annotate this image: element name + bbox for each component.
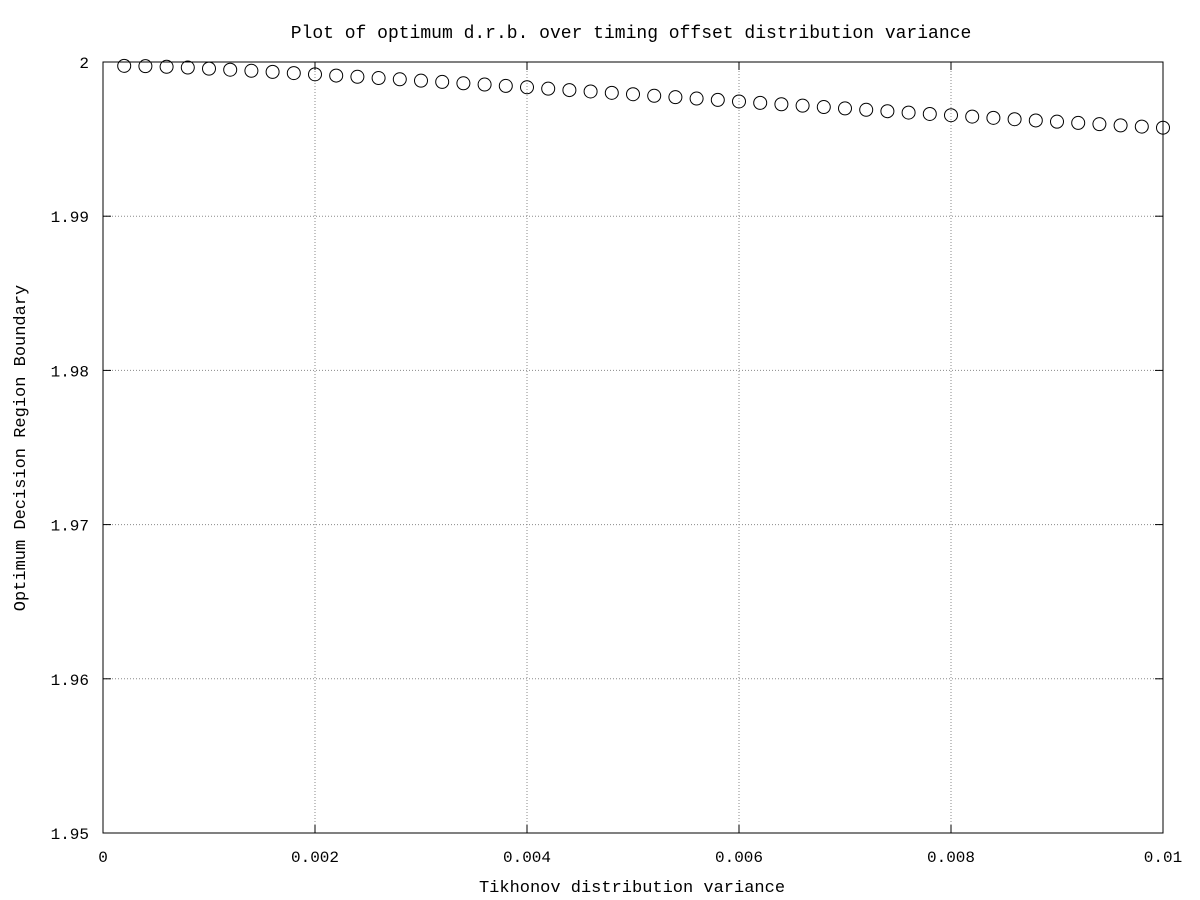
data-point xyxy=(286,66,301,81)
data-point xyxy=(159,59,174,74)
x-tick-label: 0.002 xyxy=(291,849,339,867)
data-point xyxy=(329,68,344,83)
data-point xyxy=(1156,120,1170,135)
data-point xyxy=(477,77,492,92)
data-point xyxy=(541,81,556,96)
data-point xyxy=(859,102,874,117)
x-tick-label: 0 xyxy=(98,849,108,867)
x-tick-label: 0.006 xyxy=(715,849,763,867)
data-point xyxy=(583,84,598,99)
data-point xyxy=(668,90,683,105)
data-points xyxy=(117,58,1170,135)
data-point xyxy=(392,72,407,87)
data-point xyxy=(456,76,471,91)
data-point xyxy=(138,59,153,74)
x-axis-label: Tikhonov distribution variance xyxy=(479,879,785,898)
data-point xyxy=(880,104,895,119)
y-tick-label: 1.99 xyxy=(51,209,89,227)
data-point xyxy=(223,62,238,77)
data-point xyxy=(965,109,980,124)
data-point xyxy=(1092,117,1107,132)
x-tick-label: 0.008 xyxy=(927,849,975,867)
data-point xyxy=(732,94,746,109)
data-point xyxy=(753,95,768,110)
data-point xyxy=(498,78,513,93)
data-point xyxy=(1071,115,1086,130)
data-point xyxy=(647,88,662,103)
data-point xyxy=(371,71,386,86)
data-point xyxy=(838,101,852,116)
x-tick-label: 0.01 xyxy=(1144,849,1182,867)
data-point xyxy=(265,64,280,79)
data-point xyxy=(774,97,789,112)
data-point xyxy=(414,73,428,88)
data-point xyxy=(1113,118,1128,133)
data-point xyxy=(1050,114,1064,129)
data-point xyxy=(435,74,450,89)
data-point xyxy=(308,67,322,82)
y-axis-label: Optimum Decision Region Boundary xyxy=(12,285,31,611)
data-point xyxy=(520,80,534,95)
y-tick-label: 2 xyxy=(79,55,89,73)
x-tick-label: 0.004 xyxy=(503,849,551,867)
data-point xyxy=(901,105,916,120)
data-point xyxy=(244,63,259,78)
data-point xyxy=(604,85,619,100)
chart-title: Plot of optimum d.r.b. over timing offse… xyxy=(291,24,972,44)
data-point xyxy=(1007,112,1022,127)
data-point xyxy=(922,106,937,121)
tick-labels: 0 0.002 0.004 0.006 0.008 0.01 1.95 1.96 1.97 1.9… xyxy=(51,55,1183,867)
data-point xyxy=(180,60,195,75)
tick-marks xyxy=(102,61,1164,834)
data-point xyxy=(117,58,132,73)
data-point xyxy=(710,92,725,107)
data-point xyxy=(986,110,1001,125)
data-point xyxy=(1134,119,1149,134)
y-tick-label: 1.97 xyxy=(51,518,89,536)
data-point xyxy=(795,98,810,113)
data-point xyxy=(202,61,216,76)
data-point xyxy=(689,91,704,106)
data-point xyxy=(1028,113,1043,128)
y-tick-label: 1.96 xyxy=(51,672,89,690)
y-tick-label: 1.95 xyxy=(51,826,89,844)
data-point xyxy=(816,100,831,115)
y-tick-label: 1.98 xyxy=(51,363,89,381)
plot-frame xyxy=(102,61,1164,834)
data-point xyxy=(944,108,958,123)
data-point xyxy=(350,69,365,84)
data-point xyxy=(562,83,577,98)
data-point xyxy=(626,87,640,102)
grid-lines xyxy=(103,62,1163,833)
